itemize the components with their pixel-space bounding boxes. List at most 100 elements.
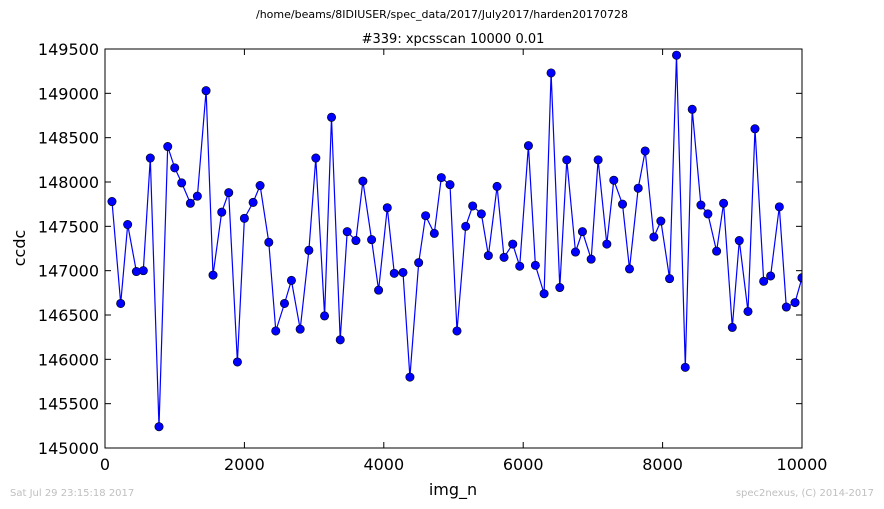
data-point — [468, 201, 478, 211]
data-point — [295, 324, 305, 334]
data-point — [405, 372, 415, 382]
data-point — [436, 173, 446, 183]
data-point — [492, 181, 502, 191]
x-tick-label: 8000 — [642, 455, 683, 474]
axes-ticks: 0 2000 4000 6000 8000 10000 145000 145500 146000… — [38, 40, 828, 474]
data-point — [734, 236, 744, 246]
data-point — [248, 197, 258, 207]
y-tick-label: 146000 — [38, 350, 99, 369]
data-point — [774, 202, 784, 212]
data-point — [342, 227, 352, 237]
data-point — [217, 207, 227, 217]
data-point — [445, 180, 455, 190]
data-point — [750, 124, 760, 134]
data-point — [138, 266, 148, 276]
data-point — [727, 322, 737, 332]
data-point — [530, 260, 540, 270]
data-point — [374, 285, 384, 295]
data-point — [570, 247, 580, 257]
data-point — [781, 302, 791, 312]
data-point — [766, 271, 776, 281]
data-point — [555, 283, 565, 293]
x-tick-label: 4000 — [363, 455, 404, 474]
data-point — [539, 289, 549, 299]
chart-title: #339: xpcsscan 10000 0.01 — [362, 32, 545, 47]
data-point — [192, 191, 202, 201]
data-point — [743, 306, 753, 316]
data-point — [452, 326, 462, 336]
plot-frame — [104, 48, 803, 449]
data-point — [177, 178, 187, 188]
data-point — [232, 357, 242, 367]
y-tick-label: 146500 — [38, 306, 99, 325]
data-point — [421, 211, 431, 221]
y-tick-label: 145000 — [38, 439, 99, 458]
footer-credit: spec2nexus, (C) 2014-2017 — [735, 488, 874, 499]
data-point — [515, 261, 525, 271]
data-point — [163, 142, 173, 152]
data-point — [327, 112, 337, 122]
data-point — [687, 104, 697, 114]
data-point — [476, 209, 486, 219]
data-point — [461, 221, 471, 231]
data-point — [208, 270, 218, 280]
data-point — [351, 236, 361, 246]
data-point — [499, 252, 509, 262]
y-tick-label: 149000 — [38, 84, 99, 103]
data-point — [116, 298, 126, 308]
data-point — [665, 274, 675, 284]
data-point — [696, 200, 706, 210]
data-point — [577, 227, 587, 237]
y-tick-label: 148000 — [38, 173, 99, 192]
y-tick-label: 149500 — [38, 40, 99, 59]
x-tick-label: 10000 — [777, 455, 828, 474]
data-point — [414, 258, 424, 268]
data-point — [790, 298, 800, 308]
data-point — [271, 326, 281, 336]
data-point — [335, 335, 345, 345]
data-point — [304, 245, 314, 255]
data-point — [602, 239, 612, 249]
data-point — [170, 163, 180, 173]
data-point — [311, 153, 321, 163]
y-tick-label: 147000 — [38, 262, 99, 281]
data-point — [508, 239, 518, 249]
data-point — [624, 264, 634, 274]
data-point — [389, 268, 399, 278]
data-point — [398, 267, 408, 277]
data-point — [320, 311, 330, 321]
data-point — [703, 209, 713, 219]
x-tick-label: 0 — [100, 455, 110, 474]
y-tick-label: 145500 — [38, 395, 99, 414]
data-point — [633, 183, 643, 193]
data-point — [367, 235, 377, 245]
y-tick-label: 147500 — [38, 217, 99, 236]
data-point — [719, 198, 729, 208]
data-point — [640, 146, 650, 156]
file-path-title: /home/beams/8IDIUSER/spec_data/2017/July… — [256, 8, 628, 21]
data-point — [618, 199, 628, 209]
data-point — [680, 362, 690, 372]
data-point — [649, 232, 659, 242]
data-point — [145, 153, 155, 163]
data-point — [656, 216, 666, 226]
data-point — [255, 181, 265, 191]
data-point — [264, 237, 274, 247]
data-point — [593, 155, 603, 165]
data-point — [672, 50, 682, 60]
data-point — [279, 298, 289, 308]
data-point — [201, 86, 211, 96]
x-axis-label: img_n — [429, 480, 477, 500]
data-point — [429, 228, 439, 238]
data-point — [712, 246, 722, 256]
x-tick-label: 2000 — [224, 455, 265, 474]
footer-timestamp: Sat Jul 29 23:15:18 2017 — [10, 488, 135, 499]
data-point — [107, 197, 117, 207]
x-tick-label: 6000 — [503, 455, 544, 474]
data-point — [123, 220, 133, 230]
data-point — [523, 141, 533, 151]
data-point — [609, 175, 619, 185]
data-point — [239, 213, 249, 223]
data-point — [586, 254, 596, 264]
data-point — [286, 275, 296, 285]
